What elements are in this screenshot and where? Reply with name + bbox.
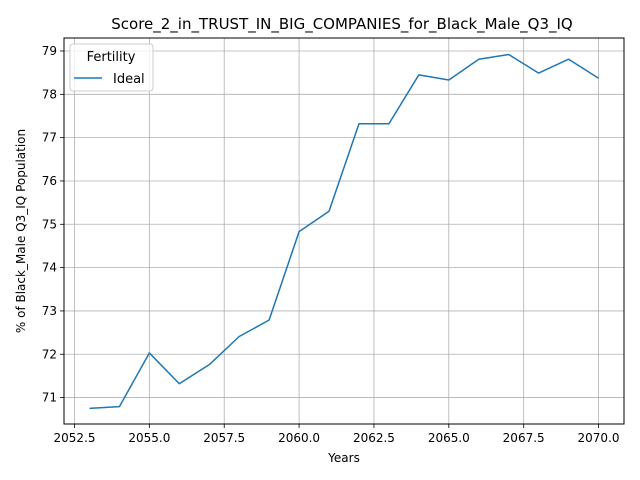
x-tick-label: 2070.0 xyxy=(578,431,620,445)
x-axis: 2052.5 2055.0 2057.5 2060.0 2062.5 2065.0 2067… xyxy=(53,424,620,445)
legend-box xyxy=(69,43,154,92)
y-tick-label: 78 xyxy=(42,87,57,101)
series-layer xyxy=(89,53,599,410)
y-tick-label: 71 xyxy=(42,391,57,405)
chart-title: Score_2_in_TRUST_IN_BIG_COMPANIES_for_Bl… xyxy=(111,15,573,34)
y-tick-label: 75 xyxy=(42,217,57,231)
x-tick-label: 2052.5 xyxy=(53,431,95,445)
legend-label-ideal: Ideal xyxy=(113,72,145,87)
y-tick-label: 77 xyxy=(42,131,57,145)
x-tick-label: 2067.5 xyxy=(503,431,545,445)
series-line-ideal xyxy=(89,53,599,410)
y-tick-label: 76 xyxy=(42,174,57,188)
plot-frame xyxy=(63,37,625,425)
x-tick-label: 2060.0 xyxy=(278,431,320,445)
y-tick-label: 74 xyxy=(42,261,57,275)
grid xyxy=(64,38,624,424)
y-axis: 71 72 73 74 75 76 77 78 79 xyxy=(42,44,64,405)
y-tick-label: 72 xyxy=(42,347,57,361)
legend: Fertility Ideal xyxy=(69,43,154,92)
y-axis-label: % of Black_Male Q3_IQ Population xyxy=(14,129,28,333)
y-tick-label: 79 xyxy=(42,44,57,58)
legend-title: Fertility xyxy=(87,50,136,65)
x-axis-label: Years xyxy=(327,451,360,465)
y-tick-label: 73 xyxy=(42,304,57,318)
x-tick-label: 2062.5 xyxy=(353,431,395,445)
x-tick-label: 2055.0 xyxy=(128,431,170,445)
x-tick-label: 2065.0 xyxy=(428,431,470,445)
x-tick-label: 2057.5 xyxy=(203,431,245,445)
